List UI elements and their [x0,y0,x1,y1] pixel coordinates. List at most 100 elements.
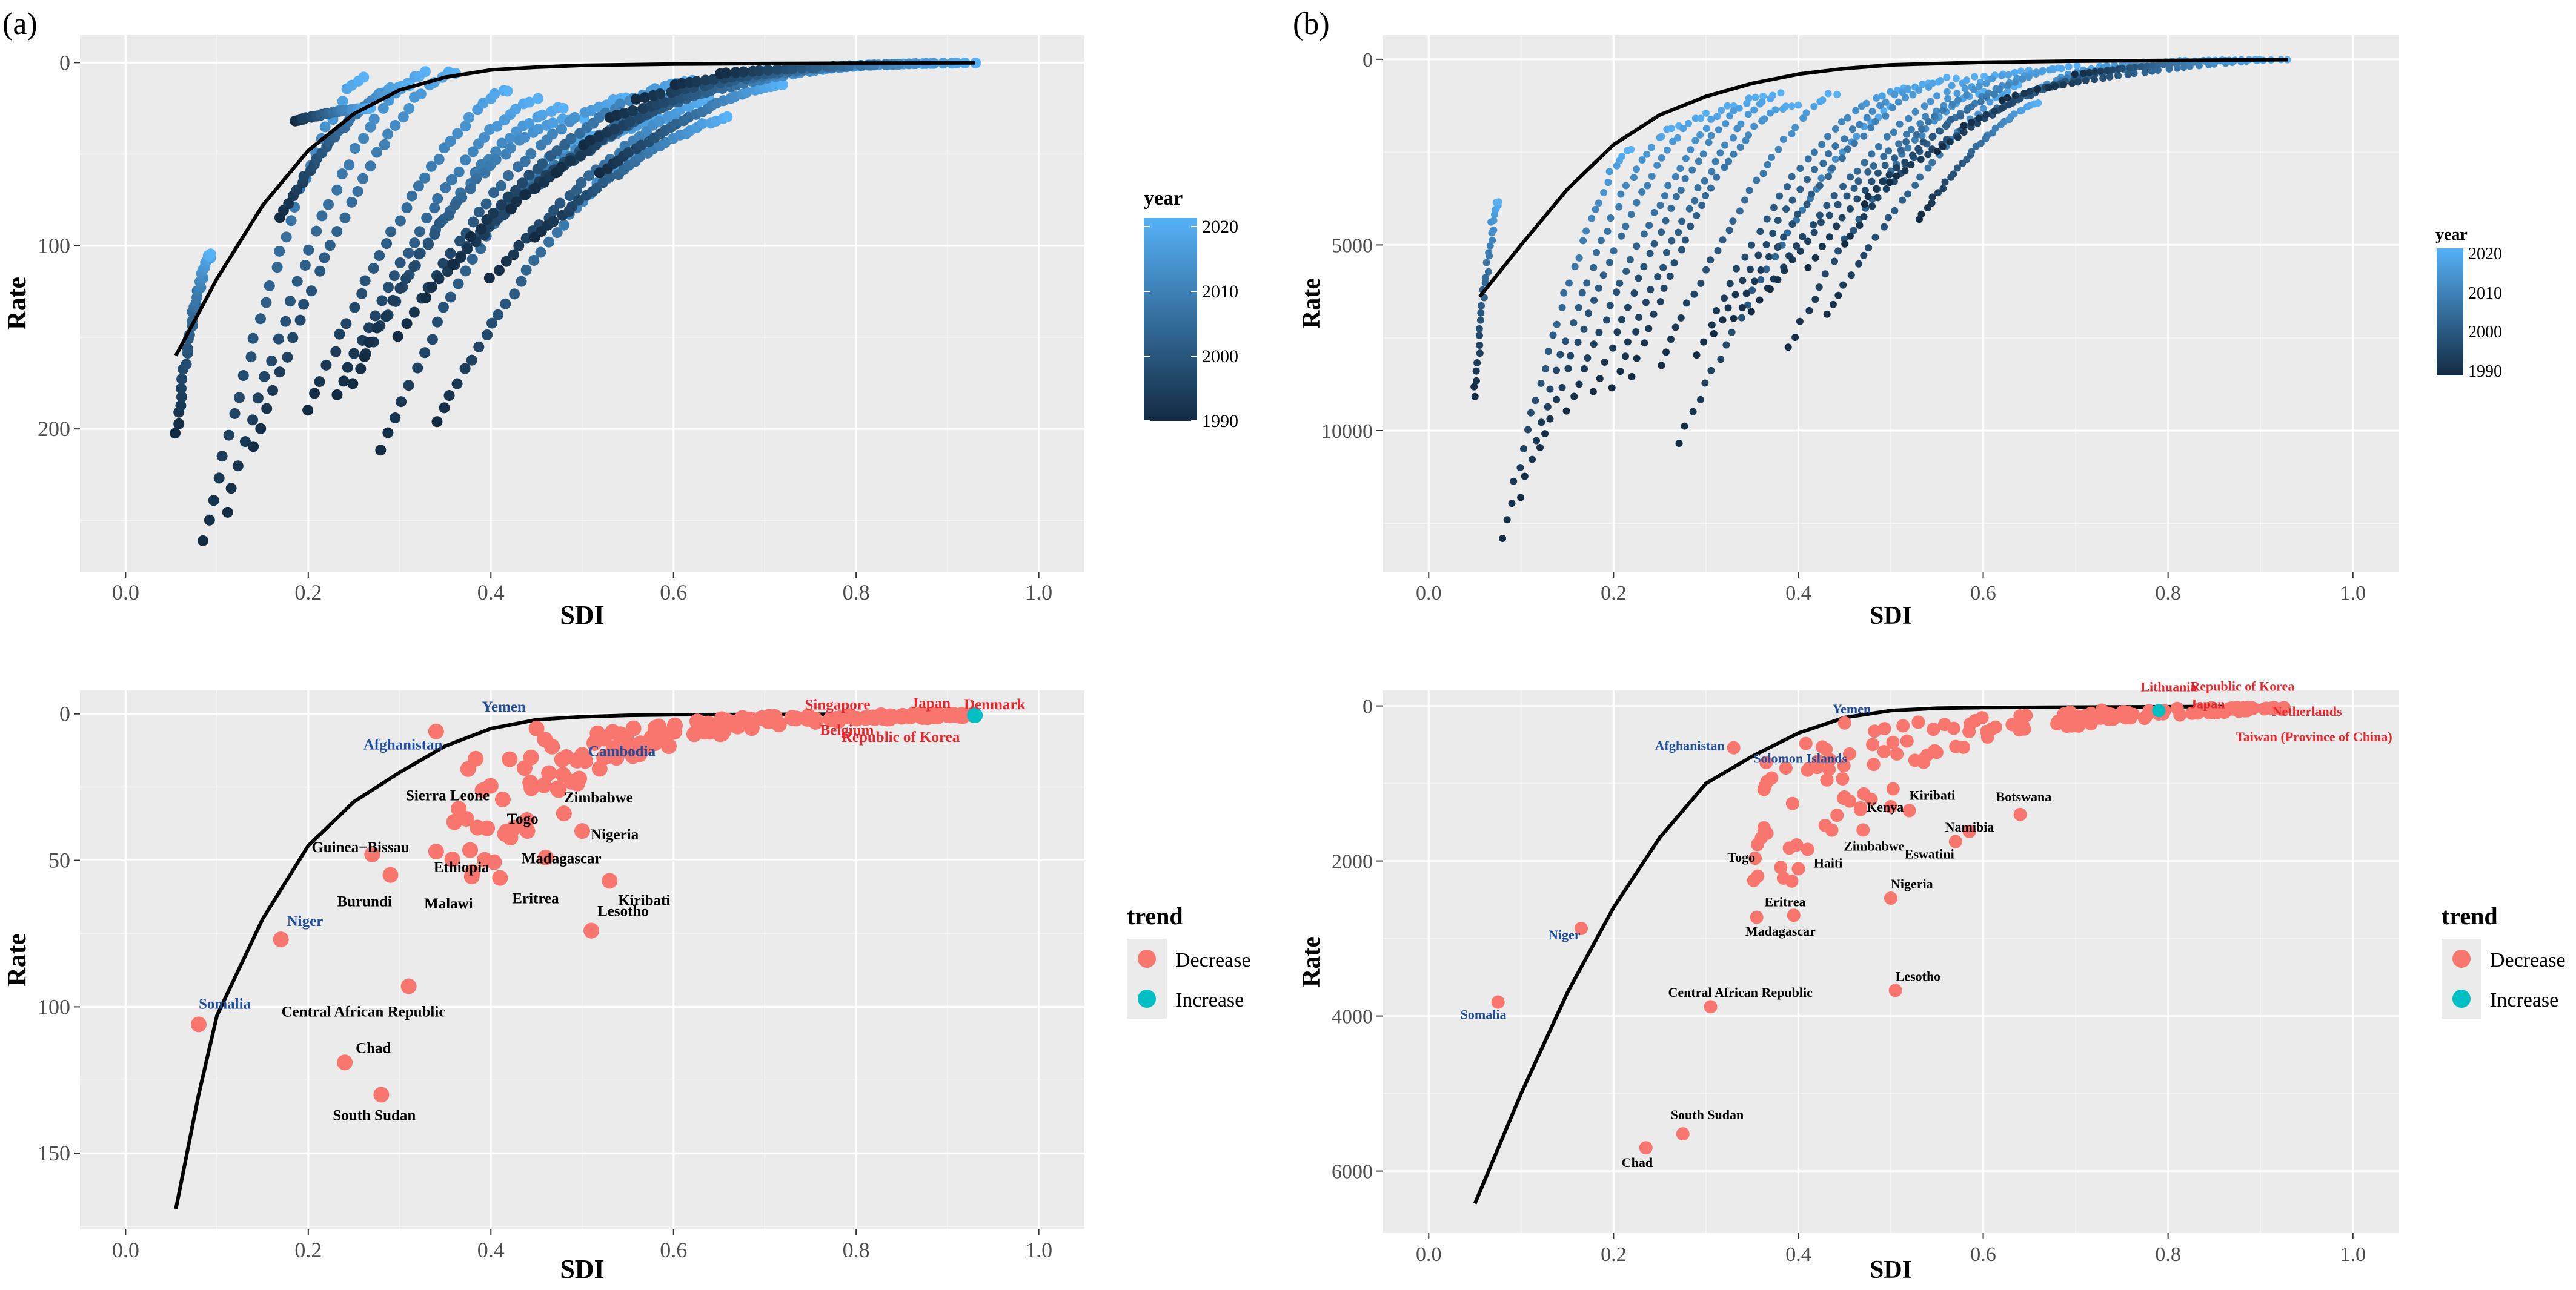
trajectory-point [413,248,425,260]
country-point-yemen [1837,716,1851,730]
trajectory-point [1561,337,1569,345]
trajectory-point [471,173,482,185]
trajectory-point [1815,283,1823,291]
trajectory-point [1893,164,1900,172]
trajectory-point [1818,242,1826,250]
legend-year-a-2020: 2020 [1202,217,1238,237]
trajectory-point [1544,403,1552,411]
trajectory-point [379,139,390,150]
trajectory-point [1593,248,1601,256]
trajectory-point [182,343,193,354]
trajectory-point [508,249,519,260]
trajectory-point [363,337,374,348]
trajectory-point [259,371,270,382]
country-point-niger [1574,921,1588,935]
trajectory-point [1736,207,1744,215]
trajectory-point [1681,236,1689,244]
trajectory-point [1853,133,1861,141]
trajectory-point [1697,279,1705,287]
trajectory-point [1601,358,1608,366]
trajectory-point [1891,154,1899,162]
trajectory-point [2050,65,2057,73]
trajectory-point [205,248,216,260]
trajectory-point [1868,177,1876,185]
trajectory-point [1667,336,1675,343]
point-label-cambodia: Cambodia [588,743,656,759]
trajectory-point [627,105,639,116]
trajectory-point [1562,407,1570,415]
trajectory-point [1670,259,1678,267]
point-label-togo: Togo [1727,850,1755,865]
trajectory-point [459,363,471,374]
trajectory-point [1510,477,1518,485]
trajectory-point [1799,206,1807,214]
trajectory-point [282,351,293,363]
y-tick-label: 50 [48,848,70,873]
trajectory-point [1839,281,1847,289]
trajectory-point [1823,310,1831,318]
trajectory-point [1825,211,1833,219]
y-axis-title: Rate [1298,278,1326,329]
country-point-haiti [1801,842,1814,856]
trajectory-point [1860,213,1868,221]
chart-a-bottom: 0.0 0.2 0.4 0.6 0.8 1.0 0 50 100 150 SDI Rate Somali… [2,690,1084,1284]
trajectory-point [493,309,504,320]
trajectory-point [1939,185,1947,193]
trajectory-point [1536,444,1544,452]
trajectory-point [720,67,732,79]
trajectory-point [1856,221,1864,229]
trajectory-point [406,190,417,202]
country-point [1968,713,1982,727]
trajectory-point [2097,67,2105,75]
trajectory-point [1957,112,1965,120]
trajectory-point [1850,227,1857,234]
legend-label-increase-a: Increase [1175,989,1244,1011]
country-point [2095,703,2109,717]
trajectory-point [1805,306,1813,314]
trajectory-point [1638,188,1646,196]
trajectory-point [1975,114,1983,122]
trajectory-point [1705,139,1713,147]
trajectory-point [1471,392,1479,400]
trajectory-point [1682,154,1690,162]
x-tick-label: 0.8 [2155,582,2181,604]
trajectory-point [1664,182,1672,190]
trajectory-point [1995,85,2003,93]
trajectory-point [676,78,688,89]
trajectory-point [1640,263,1648,271]
trajectory-point [558,219,569,231]
trajectory-point [609,124,620,135]
trajectory-point [1856,121,1864,128]
trajectory-point [1825,233,1833,241]
country-point [1886,782,1900,796]
point-label-eritrea: Eritrea [1764,894,1805,909]
trajectory-point [346,196,357,208]
trajectory-point [1738,303,1746,311]
point-label-haiti: Haiti [1814,855,1843,870]
country-point-lesotho [583,922,600,939]
trajectory-point [181,359,192,370]
point-label-republic-of-korea: Republic of Korea [842,729,960,746]
trajectory-point [1765,253,1773,261]
trajectory-point [1570,392,1578,400]
trajectory-point [443,390,455,402]
point-label-kiribati: Kiribati [618,892,670,908]
trajectory-point [535,246,546,258]
trajectory-point [517,177,528,189]
trajectory-point [342,362,353,373]
trajectory-point [176,373,188,385]
trajectory-point [1527,409,1535,417]
trajectory-point [462,243,473,254]
country-point-somalia [1491,995,1505,1009]
trajectory-point [355,363,367,374]
trajectory-point [1788,102,1796,110]
trajectory-point [700,74,711,86]
country-point-belgium [885,709,901,725]
trajectory-point [1558,383,1566,391]
trajectory-point [267,385,279,396]
trajectory-point [489,88,500,99]
y-tick-label: 100 [38,994,70,1019]
trajectory-point [1998,104,2006,112]
trajectory-point [340,318,352,329]
trajectory-point [274,245,285,257]
